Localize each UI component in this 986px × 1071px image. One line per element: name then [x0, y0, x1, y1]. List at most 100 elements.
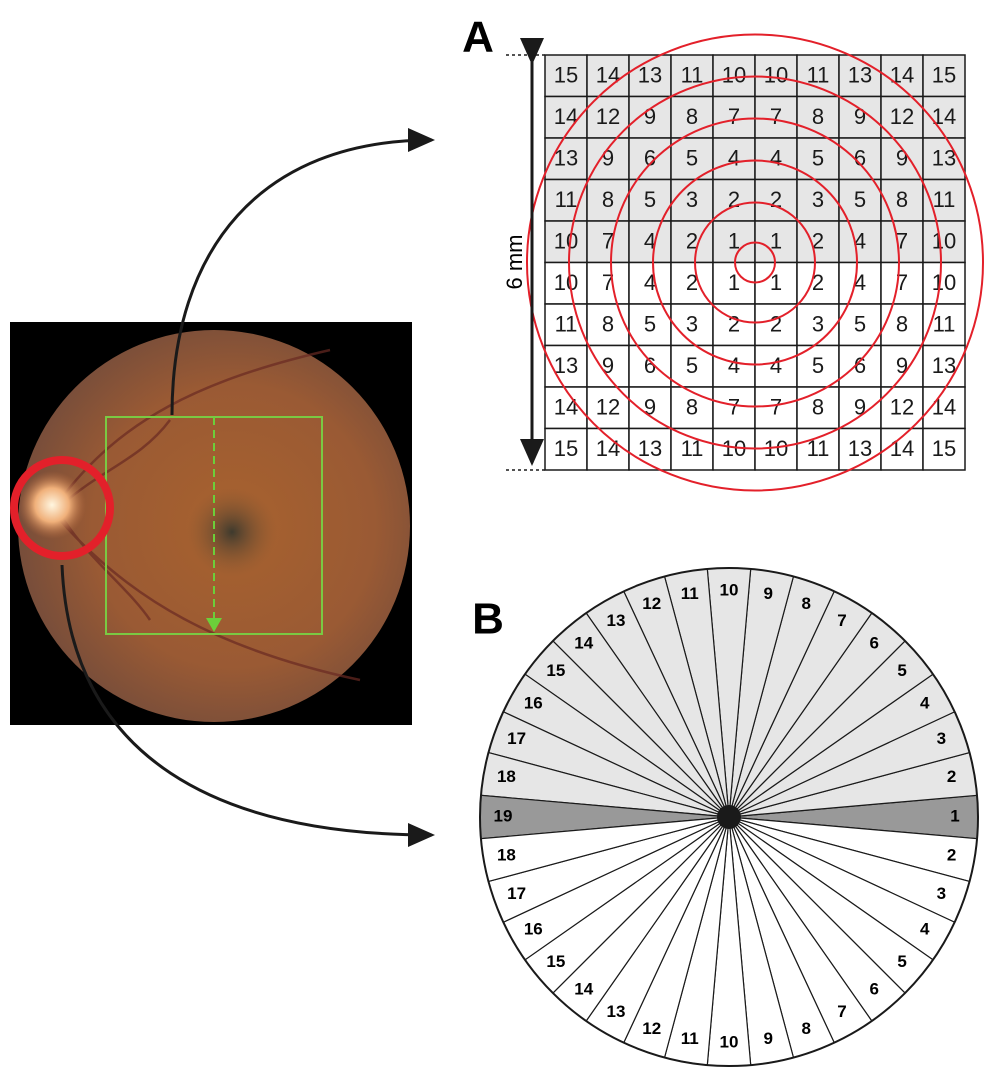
grid-value: 14: [554, 395, 578, 420]
grid-value: 6: [854, 146, 866, 171]
grid-value: 4: [770, 146, 782, 171]
figure: A 15141311101011131415141298778912141396…: [0, 0, 986, 1071]
grid-value: 14: [596, 63, 620, 88]
sector-label: 16: [524, 693, 543, 712]
sector-label: 10: [720, 1032, 739, 1051]
wheel-hub: [717, 805, 741, 829]
grid-value: 13: [848, 63, 872, 88]
grid-value: 9: [896, 353, 908, 378]
grid-value: 7: [728, 104, 740, 129]
sector-label: 4: [920, 919, 930, 938]
grid-panel: 1514131110101113141514129877891214139654…: [527, 35, 983, 491]
grid-value: 10: [554, 229, 578, 254]
sector-label: 12: [642, 1019, 661, 1038]
grid-value: 8: [602, 187, 614, 212]
grid-value: 7: [770, 395, 782, 420]
sector-label: 7: [837, 611, 846, 630]
sector-label: 6: [870, 633, 879, 652]
grid-value: 13: [638, 63, 662, 88]
grid-value: 15: [554, 63, 578, 88]
grid-value: 5: [644, 312, 656, 337]
grid-value: 8: [686, 395, 698, 420]
grid-value: 13: [848, 436, 872, 461]
sector-label: 13: [607, 1002, 626, 1021]
grid-value: 11: [555, 187, 578, 212]
grid-value: 5: [812, 146, 824, 171]
sector-label: 14: [574, 980, 593, 999]
grid-value: 8: [602, 312, 614, 337]
grid-value: 2: [770, 312, 782, 337]
grid-value: 15: [932, 436, 956, 461]
sector-label: 14: [574, 633, 593, 652]
sector-label: 7: [837, 1002, 846, 1021]
sector-label: 15: [546, 952, 565, 971]
panel-label: B: [472, 595, 504, 644]
sector-label: 3: [937, 884, 946, 903]
grid-value: 14: [890, 436, 914, 461]
sector-label: 8: [802, 1019, 811, 1038]
sector-label: 19: [494, 806, 513, 825]
grid-value: 3: [686, 312, 698, 337]
grid-value: 5: [686, 353, 698, 378]
sector-label: 11: [681, 584, 699, 603]
grid-value: 10: [722, 63, 746, 88]
grid-value: 10: [932, 270, 956, 295]
grid-value: 11: [933, 312, 956, 337]
grid-value: 14: [932, 395, 956, 420]
sector-label: 18: [497, 846, 516, 865]
grid-value: 7: [770, 104, 782, 129]
grid-value: 6: [644, 146, 656, 171]
scale-label: 6 mm: [502, 235, 527, 290]
sector-label: 18: [497, 767, 516, 786]
grid-value: 3: [812, 312, 824, 337]
grid-value: 4: [770, 353, 782, 378]
sector-label: 15: [546, 661, 565, 680]
grid-value: 10: [764, 63, 788, 88]
grid-value: 8: [812, 395, 824, 420]
grid-value: 12: [596, 104, 620, 129]
grid-value: 8: [812, 104, 824, 129]
grid-value: 10: [932, 229, 956, 254]
sector-wheel: 1234567891011121314151617181923456789101…: [480, 568, 978, 1066]
sector-label: 2: [947, 767, 956, 786]
sector-label: 1: [950, 806, 959, 825]
grid-value: 13: [638, 436, 662, 461]
grid-value: 11: [555, 312, 578, 337]
grid-value: 3: [686, 187, 698, 212]
grid-value: 4: [728, 146, 740, 171]
sector-label: 9: [764, 584, 773, 603]
grid-value: 14: [554, 104, 578, 129]
grid-value: 4: [728, 353, 740, 378]
grid-value: 14: [890, 63, 914, 88]
grid-value: 11: [933, 187, 956, 212]
grid-value: 12: [596, 395, 620, 420]
fundus-photo: [10, 322, 412, 725]
grid-value: 2: [728, 312, 740, 337]
panel-label: A: [462, 13, 494, 62]
sector-label: 11: [681, 1029, 699, 1048]
grid-value: 15: [554, 436, 578, 461]
sector-label: 17: [507, 729, 526, 748]
sector-label: 13: [607, 611, 626, 630]
grid-value: 5: [644, 187, 656, 212]
sector-label: 4: [920, 693, 930, 712]
sector-label: 5: [897, 952, 906, 971]
grid-value: 5: [854, 312, 866, 337]
grid-value: 5: [854, 187, 866, 212]
sector-label: 8: [802, 594, 811, 613]
grid-value: 8: [686, 104, 698, 129]
sector-label: 2: [947, 846, 956, 865]
grid-value: 14: [932, 104, 956, 129]
grid-value: 3: [812, 187, 824, 212]
sector-label: 6: [870, 980, 879, 999]
grid-value: 14: [596, 436, 620, 461]
sector-label: 17: [507, 884, 526, 903]
grid-value: 15: [932, 63, 956, 88]
grid-value: 12: [890, 395, 914, 420]
sector-label: 9: [764, 1029, 773, 1048]
grid-value: 5: [812, 353, 824, 378]
sector-label: 10: [720, 580, 739, 599]
grid-value: 5: [686, 146, 698, 171]
grid-value: 12: [890, 104, 914, 129]
grid-value: 7: [728, 395, 740, 420]
